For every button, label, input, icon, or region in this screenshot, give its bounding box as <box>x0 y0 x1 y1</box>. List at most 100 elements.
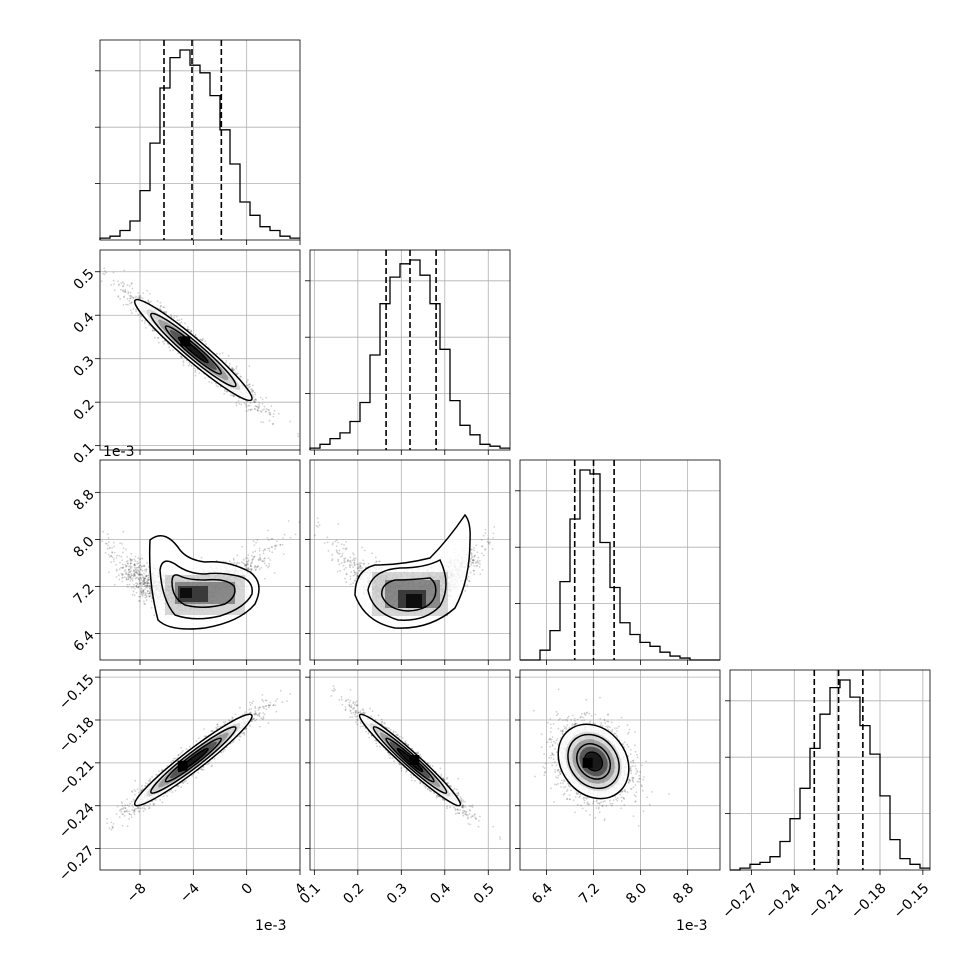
scatter-point <box>210 381 213 384</box>
scatter-point <box>135 572 138 575</box>
scatter-point <box>126 297 129 300</box>
scatter-point <box>254 393 256 396</box>
scatter-point <box>247 408 250 411</box>
panel-frame <box>729 669 931 871</box>
scatter-point <box>111 551 114 554</box>
scatter-point <box>121 543 124 545</box>
scatter-point <box>129 297 131 300</box>
scatter-point <box>146 590 149 592</box>
scatter-point <box>138 576 141 579</box>
scatter-point <box>127 577 130 580</box>
scatter-point <box>117 284 120 287</box>
scatter-point <box>136 569 139 571</box>
scatter-point <box>149 591 152 594</box>
scatter-point <box>148 576 150 578</box>
scatter-point <box>272 413 275 415</box>
scatter-point <box>267 557 270 559</box>
scatter-point <box>103 267 106 269</box>
scatter-point <box>237 400 240 402</box>
scatter-point <box>250 562 253 564</box>
scatter-point <box>272 423 274 425</box>
scatter-point <box>132 590 135 593</box>
scatter-point <box>135 582 137 584</box>
scatter-point <box>121 563 124 566</box>
scatter-point <box>123 576 126 579</box>
scatter-point <box>248 404 251 407</box>
scatter-point <box>133 569 136 571</box>
scatter-point <box>137 292 140 294</box>
scatter-point <box>259 557 262 560</box>
scatter-point <box>150 593 152 595</box>
scatter-point <box>142 565 145 567</box>
scatter-point <box>255 405 258 408</box>
scatter-point <box>238 562 241 564</box>
scatter-point <box>194 374 197 377</box>
scatter-point <box>246 557 249 559</box>
scatter-point <box>253 407 256 410</box>
scatter-point <box>231 368 234 370</box>
scatter-point <box>235 404 238 407</box>
scatter-point <box>147 582 149 584</box>
scatter-point <box>180 355 183 358</box>
scatter-point <box>138 296 141 298</box>
scatter-point <box>245 563 248 566</box>
scatter-point <box>129 291 132 294</box>
histogram-step <box>520 469 720 661</box>
scatter-point <box>268 409 270 412</box>
scatter-point <box>118 568 121 571</box>
scatter-point <box>251 394 254 396</box>
scatter-point <box>132 569 135 572</box>
scatter-point <box>144 596 147 599</box>
scatter-point <box>146 582 149 585</box>
scatter-point <box>145 584 148 587</box>
scatter-point <box>267 529 269 532</box>
scatter-point <box>187 328 190 331</box>
scatter-point <box>151 329 154 332</box>
scatter-point <box>242 562 245 565</box>
scatter-point <box>145 568 148 570</box>
grid-lines <box>100 250 300 450</box>
scatter-point <box>140 565 143 568</box>
scatter-point <box>78 531 80 533</box>
scatter-point <box>117 574 120 576</box>
scatter-point <box>216 352 218 355</box>
y-tick-label: 0.4 <box>71 309 98 336</box>
scatter-point <box>249 563 252 566</box>
scatter-point <box>168 346 171 348</box>
scatter-point <box>128 294 131 297</box>
scatter-point <box>91 531 93 533</box>
scatter-point <box>245 565 247 567</box>
scatter-point <box>110 284 112 286</box>
scatter-point <box>261 560 264 562</box>
scatter-point <box>150 600 153 603</box>
scatter-point <box>143 585 146 587</box>
scatter-point <box>143 579 145 582</box>
scatter-point <box>143 577 146 580</box>
scatter-point <box>271 546 273 548</box>
scatter-point <box>243 402 246 405</box>
y-tick-label: 0.2 <box>71 397 98 424</box>
scatter-point <box>141 573 144 576</box>
scatter-point <box>265 564 268 567</box>
scatter-point <box>250 568 253 571</box>
scatter-point <box>90 524 92 526</box>
scatter-point <box>143 569 146 572</box>
scatter-point <box>250 388 252 391</box>
scatter-point <box>124 564 127 566</box>
scatter-point <box>218 353 221 356</box>
scatter-point <box>127 291 130 293</box>
scatter-point <box>142 292 145 295</box>
scatter-point <box>145 596 148 598</box>
scatter-point <box>132 307 135 310</box>
scatter-point <box>254 568 257 571</box>
scatter-point <box>252 540 255 543</box>
scatter-point <box>263 405 266 408</box>
scatter-point <box>139 576 142 579</box>
scatter-point <box>130 562 132 565</box>
scatter-point <box>159 301 162 304</box>
scatter-point <box>148 585 151 587</box>
scatter-point <box>153 330 156 332</box>
grid-lines <box>139 40 248 240</box>
scatter-point <box>240 403 243 406</box>
scatter-point <box>257 558 260 561</box>
